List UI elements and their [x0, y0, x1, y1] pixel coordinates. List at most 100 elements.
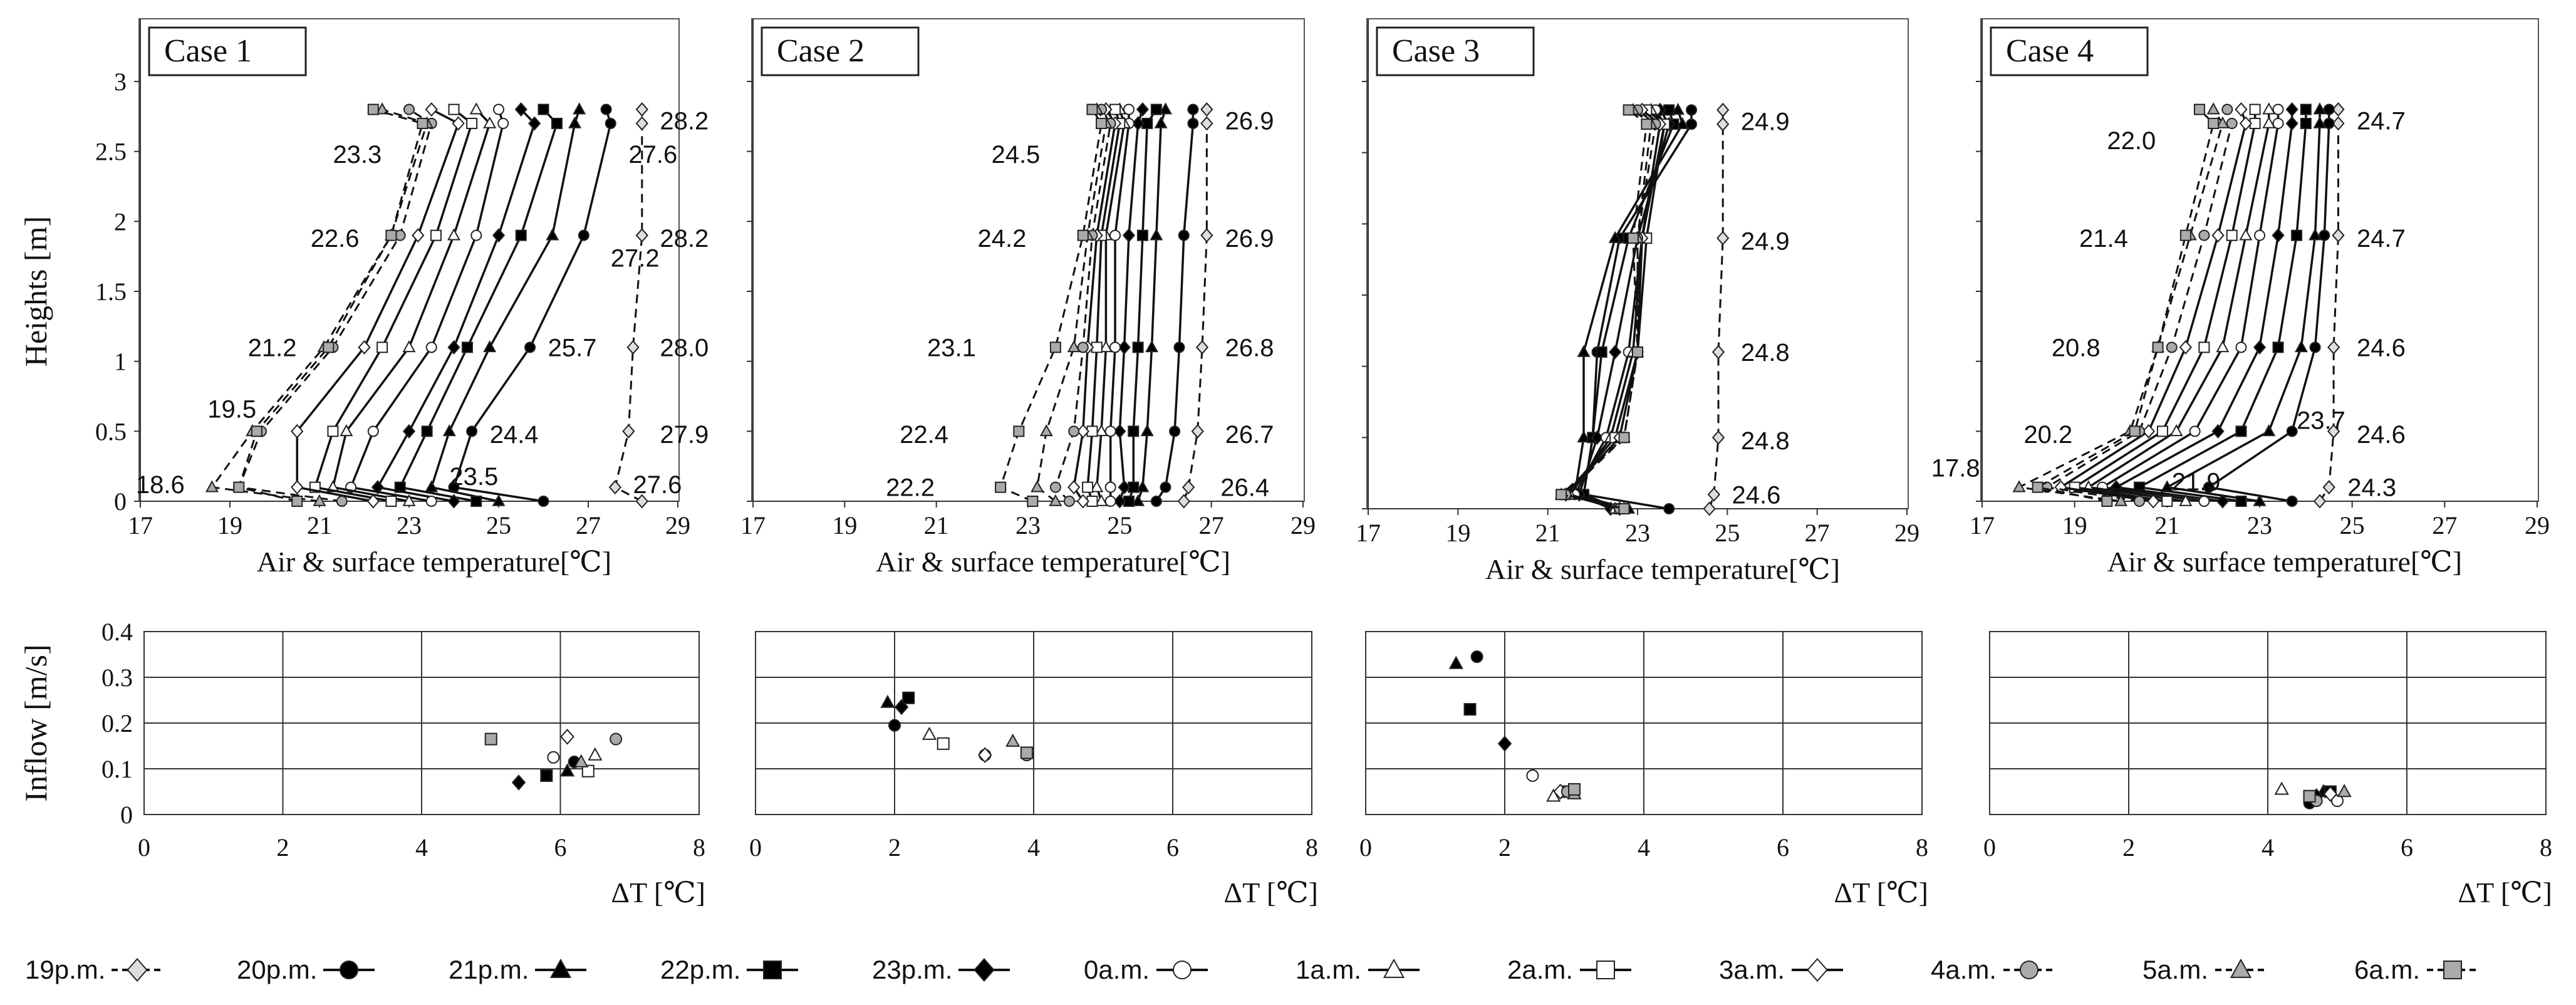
data-point: [2286, 496, 2298, 507]
data-point: [2208, 118, 2220, 129]
data-point: [2300, 118, 2312, 129]
inflow-point-22p.m.: [540, 769, 553, 782]
data-point: [2101, 496, 2113, 507]
legend-label: 23p.m.: [872, 955, 952, 984]
inflow-point-21p.m.: [880, 694, 895, 708]
data-point: [2262, 116, 2276, 128]
x-tick-label: 0: [749, 833, 762, 862]
data-point: [1707, 487, 1720, 502]
series-1a.m.: [326, 102, 497, 506]
series-line: [1708, 110, 1724, 509]
data-point: [2323, 103, 2335, 115]
data-point: [1173, 341, 1185, 353]
series-0a.m.: [1104, 103, 1135, 507]
case-title-text: Case 3: [1392, 33, 1480, 69]
legend-item-22p.m.: 22p.m.: [660, 955, 798, 984]
data-point: [2309, 341, 2321, 353]
legend-item-1a.m.: 1a.m.: [1296, 955, 1420, 984]
data-point: [578, 229, 589, 241]
data-point: [2198, 341, 2210, 353]
data-point: [2332, 228, 2345, 243]
annotation: 24.7: [2357, 108, 2406, 135]
inflow-point-20p.m.: [1470, 650, 1483, 664]
top-x-label: Air & surface temperature[℃]: [257, 546, 611, 578]
data-point: [1154, 116, 1168, 128]
y-tick-label: 0.2: [101, 709, 133, 737]
inflow-point-2a.m.: [937, 737, 950, 750]
data-point: [483, 340, 497, 353]
x-tick-label: 25: [486, 511, 511, 539]
data-point: [1104, 496, 1116, 507]
case-2-group: 17 19 21 23 25 27 29 Case 2 Air & surface temper…: [740, 18, 1318, 909]
data-point: [622, 424, 635, 439]
data-point: [493, 103, 504, 115]
annotation: 23.7: [2297, 407, 2345, 434]
series-19p.m.: [1177, 102, 1213, 509]
data-point: [461, 341, 473, 353]
data-point: [514, 102, 527, 117]
x-tick-label: 29: [665, 511, 690, 539]
data-point: [2226, 229, 2238, 241]
data-point: [425, 341, 437, 353]
data-point: [2327, 340, 2340, 355]
data-point: [528, 116, 541, 131]
data-point: [2272, 228, 2285, 243]
data-point: [2286, 425, 2298, 437]
legend-item-3a.m.: 3a.m.: [1719, 955, 1843, 984]
data-point: [1555, 489, 1567, 501]
data-point: [2198, 229, 2210, 241]
series-line: [1155, 109, 1195, 502]
data-point: [995, 481, 1007, 493]
data-point: [323, 341, 335, 353]
series-line: [2136, 109, 2307, 502]
data-point: [2179, 494, 2193, 506]
series-2a.m.: [309, 103, 478, 507]
data-point: [1671, 103, 1685, 115]
annotation: 20.2: [2023, 421, 2072, 449]
data-point: [2156, 425, 2168, 437]
data-point: [1177, 494, 1190, 509]
annotation: 24.6: [2357, 421, 2406, 449]
series-line: [1183, 109, 1208, 502]
data-point: [430, 229, 442, 241]
series-line: [1128, 108, 1158, 502]
x-tick-label: 8: [2540, 833, 2552, 862]
data-point: [421, 425, 433, 437]
x-tick-label: 6: [2401, 833, 2413, 862]
case-1-group: 17 19 21 23 25 27 29 0 0.5 1 1.5 2 2.5 3 Case 1 Air & s…: [95, 18, 709, 909]
inflow-point-23p.m.: [511, 774, 526, 791]
inflow-point-1a.m.: [922, 726, 937, 740]
bottom-y-label: Inflow [m/s]: [18, 644, 53, 801]
y-tick-label: 1: [114, 348, 127, 376]
series-line: [1054, 108, 1112, 502]
legend-label: 1a.m.: [1296, 955, 1361, 984]
data-point: [2327, 424, 2340, 439]
series-6a.m.: [233, 103, 428, 507]
series-20p.m.: [1150, 103, 1199, 507]
legend-label: 5a.m.: [2142, 955, 2208, 984]
data-point: [1716, 117, 1730, 132]
legend-label: 20p.m.: [237, 955, 317, 984]
data-point: [367, 103, 379, 115]
series-line: [2099, 109, 2280, 502]
legend-label: 0a.m.: [1084, 955, 1150, 984]
data-point: [442, 424, 456, 437]
top-x-label: Air & surface temperature[℃]: [2107, 546, 2462, 578]
case-title-box: [148, 26, 307, 76]
data-point: [1200, 102, 1213, 117]
series-5a.m.: [205, 102, 434, 506]
inflow-point-0a.m.: [547, 751, 560, 764]
data-point: [1132, 341, 1144, 353]
data-point: [546, 228, 559, 241]
data-point: [1618, 432, 1630, 444]
data-point: [2114, 494, 2127, 506]
series-6a.m.: [2032, 103, 2220, 507]
data-point: [1128, 425, 1140, 437]
y-tick-label: 3: [114, 68, 127, 96]
data-point: [2235, 341, 2247, 353]
data-point: [1169, 425, 1181, 437]
annotation: 22.0: [2107, 127, 2156, 155]
x-tick-label: 21: [2154, 511, 2179, 539]
series-19p.m.: [1703, 102, 1730, 516]
case-title-box: [1376, 26, 1535, 76]
